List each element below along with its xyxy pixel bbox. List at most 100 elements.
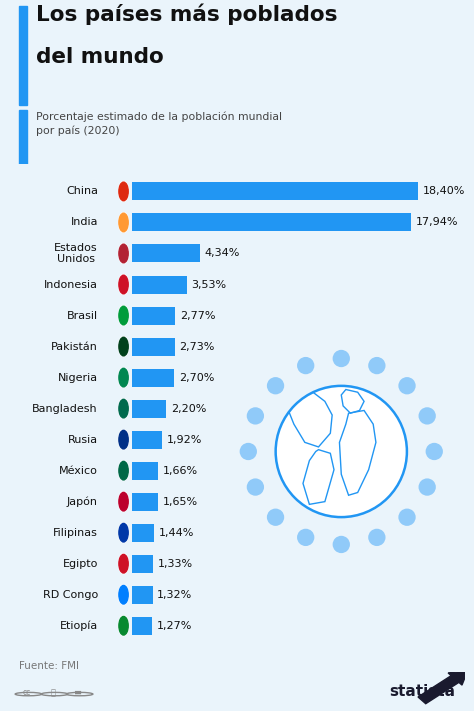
FancyArrow shape	[418, 671, 468, 704]
Text: México: México	[59, 466, 98, 476]
Circle shape	[368, 357, 385, 374]
Text: Brasil: Brasil	[67, 311, 98, 321]
Text: Estados
Unidos: Estados Unidos	[55, 242, 98, 264]
Circle shape	[119, 400, 128, 418]
Text: Nigeria: Nigeria	[58, 373, 98, 383]
Circle shape	[119, 461, 128, 480]
Circle shape	[119, 337, 128, 356]
Circle shape	[119, 306, 128, 325]
Text: del mundo: del mundo	[36, 48, 164, 68]
Bar	[132, 524, 155, 542]
Circle shape	[119, 616, 128, 635]
Circle shape	[118, 429, 128, 449]
Bar	[132, 245, 200, 262]
Text: cc: cc	[23, 688, 31, 697]
Circle shape	[426, 443, 443, 460]
Circle shape	[118, 336, 128, 356]
Circle shape	[118, 461, 128, 481]
Text: 1,44%: 1,44%	[159, 528, 194, 538]
Bar	[132, 493, 158, 510]
Circle shape	[118, 492, 128, 512]
Bar	[132, 276, 187, 294]
Text: 3,53%: 3,53%	[191, 279, 227, 289]
Bar	[132, 555, 153, 572]
Text: 2,77%: 2,77%	[180, 311, 215, 321]
Text: 1,66%: 1,66%	[163, 466, 198, 476]
Circle shape	[118, 181, 128, 201]
Circle shape	[119, 213, 128, 232]
Text: 1,33%: 1,33%	[157, 559, 192, 569]
Circle shape	[119, 368, 128, 387]
Circle shape	[118, 306, 128, 326]
Text: Egipto: Egipto	[63, 559, 98, 569]
Text: Japón: Japón	[67, 496, 98, 507]
Circle shape	[247, 407, 264, 424]
Circle shape	[276, 386, 407, 517]
Text: Bangladesh: Bangladesh	[32, 404, 98, 414]
Circle shape	[118, 585, 128, 604]
Circle shape	[118, 274, 128, 294]
Text: Los países más poblados: Los países más poblados	[36, 4, 337, 25]
Bar	[132, 338, 174, 356]
Circle shape	[118, 368, 128, 387]
Bar	[132, 183, 418, 201]
Text: Indonesia: Indonesia	[44, 279, 98, 289]
Circle shape	[118, 523, 128, 542]
Circle shape	[247, 479, 264, 496]
Circle shape	[368, 529, 385, 546]
Circle shape	[333, 350, 350, 367]
Text: Porcentaje estimado de la población mundial
por país (2020): Porcentaje estimado de la población mund…	[36, 112, 282, 136]
Circle shape	[267, 377, 284, 395]
Text: 2,70%: 2,70%	[179, 373, 214, 383]
Circle shape	[119, 555, 128, 573]
Text: ⓘ: ⓘ	[51, 688, 55, 697]
Text: statista: statista	[389, 684, 455, 699]
Text: Rusia: Rusia	[68, 434, 98, 444]
Circle shape	[119, 492, 128, 511]
Circle shape	[419, 407, 436, 424]
Bar	[132, 400, 166, 417]
Text: 17,94%: 17,94%	[416, 218, 458, 228]
Bar	[132, 586, 153, 604]
Circle shape	[118, 244, 128, 263]
Bar	[132, 306, 175, 324]
Text: Etiopía: Etiopía	[60, 621, 98, 631]
Bar	[132, 461, 158, 480]
Text: Pakistán: Pakistán	[51, 341, 98, 351]
Text: 1,92%: 1,92%	[166, 434, 202, 444]
Circle shape	[333, 536, 350, 553]
Circle shape	[267, 508, 284, 526]
Bar	[132, 368, 174, 387]
Text: =: =	[74, 688, 82, 698]
Bar	[132, 616, 152, 635]
Circle shape	[419, 479, 436, 496]
Text: India: India	[71, 218, 98, 228]
Circle shape	[119, 244, 128, 263]
Text: 2,73%: 2,73%	[179, 341, 215, 351]
Circle shape	[118, 554, 128, 574]
Bar	[132, 213, 411, 232]
Text: 1,65%: 1,65%	[163, 497, 198, 507]
Text: 2,20%: 2,20%	[171, 404, 206, 414]
Text: 4,34%: 4,34%	[204, 248, 239, 259]
Circle shape	[398, 508, 416, 526]
Bar	[19, 6, 27, 105]
Circle shape	[119, 430, 128, 449]
Bar	[132, 431, 162, 449]
Circle shape	[118, 399, 128, 419]
Circle shape	[118, 616, 128, 636]
Text: Fuente: FMI: Fuente: FMI	[19, 661, 79, 671]
Text: 1,27%: 1,27%	[156, 621, 192, 631]
Circle shape	[240, 443, 257, 460]
Circle shape	[119, 585, 128, 604]
Circle shape	[297, 529, 314, 546]
Text: RD Congo: RD Congo	[43, 589, 98, 599]
Circle shape	[119, 523, 128, 542]
Circle shape	[119, 182, 128, 201]
Text: Filipinas: Filipinas	[53, 528, 98, 538]
Circle shape	[119, 275, 128, 294]
Circle shape	[398, 377, 416, 395]
Circle shape	[297, 357, 314, 374]
Text: China: China	[66, 186, 98, 196]
Text: 1,32%: 1,32%	[157, 589, 192, 599]
